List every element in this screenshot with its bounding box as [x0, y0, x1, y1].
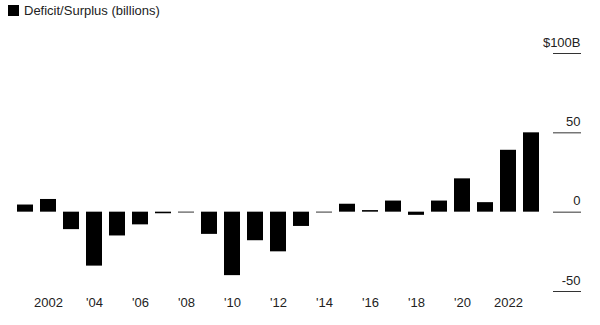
svg-text:'20: '20 — [454, 295, 471, 310]
svg-text:'14: '14 — [316, 295, 333, 310]
svg-text:-50: -50 — [562, 273, 581, 288]
html-text:Deficit/Surplus (billions): Deficit/Surplus (billions) — [24, 2, 160, 18]
svg-text:'16: '16 — [362, 295, 379, 310]
svg-text:50: 50 — [566, 114, 580, 129]
svg-text:'18: '18 — [408, 295, 425, 310]
svg-text:2002: 2002 — [34, 295, 63, 310]
svg-text:'04: '04 — [86, 295, 103, 310]
svg-text:0: 0 — [573, 193, 580, 208]
svg-text:'10: '10 — [224, 295, 241, 310]
svg-text:'12: '12 — [270, 295, 287, 310]
svg-text:$100B: $100B — [543, 35, 581, 50]
svg-text:2022: 2022 — [494, 295, 523, 310]
svg-text:'08: '08 — [178, 295, 195, 310]
svg-text:'06: '06 — [132, 295, 149, 310]
